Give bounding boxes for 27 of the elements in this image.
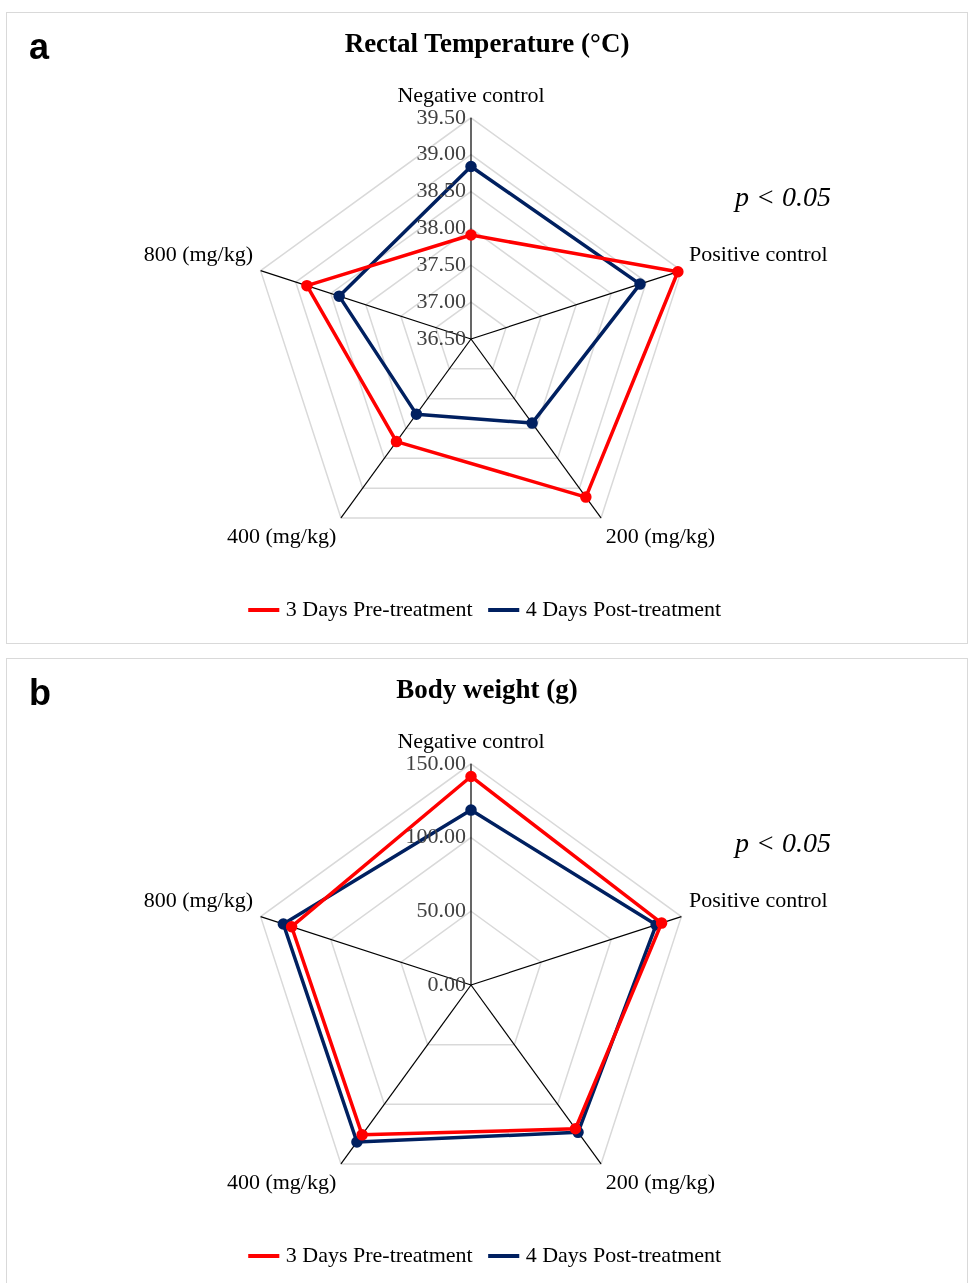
spoke-label: 800 (mg/kg)	[143, 240, 254, 266]
spoke-label: Negative control	[397, 728, 545, 754]
legend-label: 4 Days Post-treatment	[525, 595, 722, 621]
legend-label: 3 Days Pre-treatment	[285, 1241, 473, 1267]
y-tick-label: 37.50	[416, 251, 466, 277]
chart-title: Rectal Temperature (°C)	[344, 28, 630, 59]
spoke-label: 200 (mg/kg)	[605, 523, 716, 549]
y-tick-label: 39.00	[416, 140, 466, 166]
y-tick-label: 0.00	[427, 970, 466, 996]
text: b	[29, 671, 51, 713]
spoke-label: 200 (mg/kg)	[605, 1169, 716, 1195]
y-tick-label: 37.00	[416, 287, 466, 313]
y-tick-label: 50.00	[416, 897, 466, 923]
spoke-label: 800 (mg/kg)	[143, 886, 254, 912]
legend-label: 4 Days Post-treatment	[525, 1241, 722, 1267]
text: a	[29, 25, 50, 67]
chart-title: Body weight (g)	[396, 674, 578, 705]
spoke-label: Positive control	[688, 886, 828, 912]
spoke-label: Negative control	[397, 82, 545, 108]
spoke-label: 400 (mg/kg)	[226, 523, 337, 549]
legend-label: 3 Days Pre-treatment	[285, 595, 473, 621]
spoke-label: 400 (mg/kg)	[226, 1169, 337, 1195]
text: p < 0.05	[733, 827, 831, 859]
y-tick-label: 36.50	[416, 324, 466, 350]
text: p < 0.05	[733, 181, 831, 213]
spoke-label: Positive control	[688, 240, 828, 266]
y-tick-label: 38.00	[416, 214, 466, 240]
